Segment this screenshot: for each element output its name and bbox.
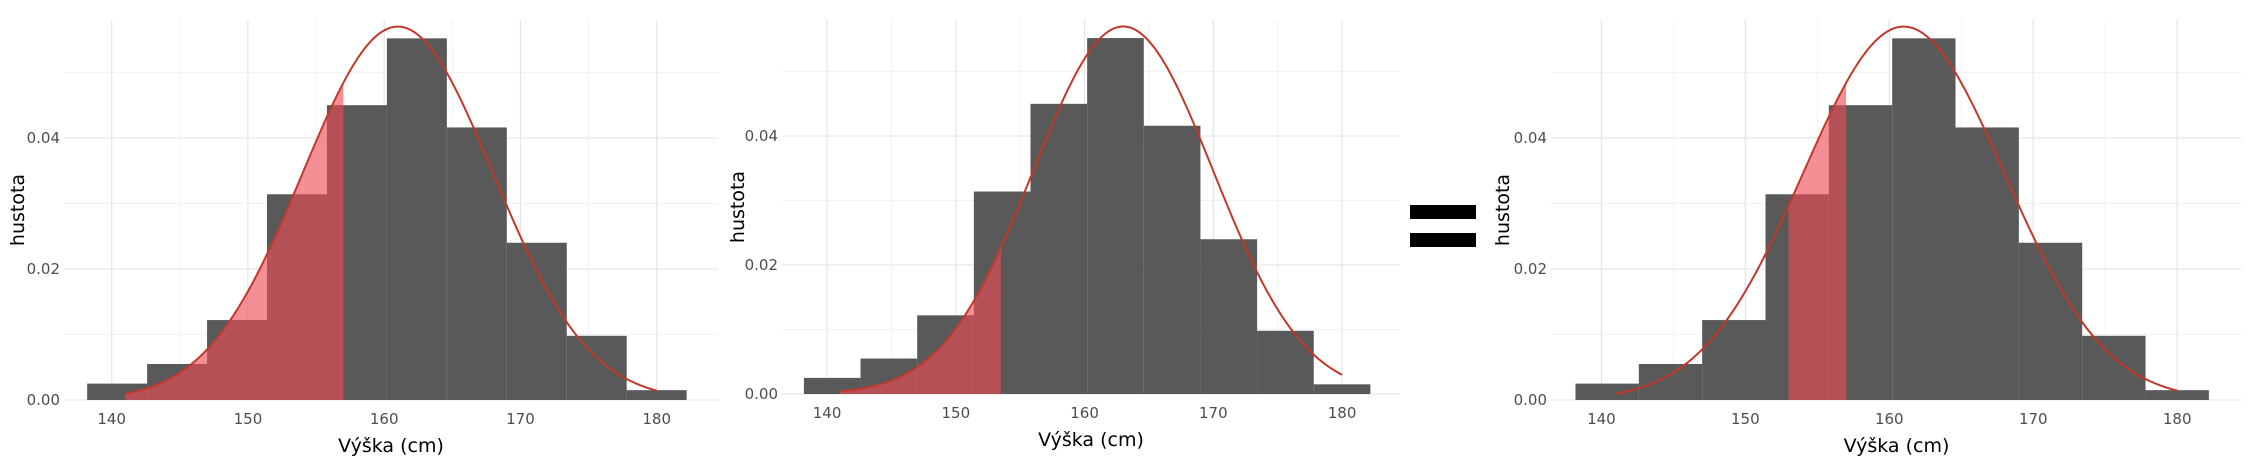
y-tick-labels: 0.00 0.02 0.04 — [1514, 129, 1547, 409]
x-tick-label: 180 — [642, 410, 671, 428]
y-tick-label: 0.04 — [1514, 129, 1547, 147]
histogram-bar — [2082, 335, 2146, 400]
histogram-bar — [2145, 390, 2209, 400]
x-tick-labels: 140 150 160 170 180 — [813, 404, 1357, 422]
y-tick-labels: 0.00 0.02 0.04 — [27, 129, 60, 409]
x-tick-labels: 140 150 160 170 180 — [1587, 410, 2191, 428]
histogram-bar — [1575, 383, 1639, 400]
x-axis-title: Výška (cm) — [1038, 429, 1144, 451]
x-tick-label: 140 — [813, 404, 842, 422]
y-tick-label: 0.04 — [27, 129, 60, 147]
histogram-panel-1: 140 150 160 170 180 0.00 0.02 0.04 Výška (cm) hus… — [0, 0, 730, 464]
x-tick-label: 180 — [2163, 410, 2192, 428]
histogram-bar — [1702, 320, 1766, 400]
y-axis-title: hustota — [7, 174, 29, 246]
histogram-bar — [566, 335, 627, 400]
histogram-bar — [1143, 125, 1201, 395]
histogram-bar — [1257, 330, 1314, 394]
x-tick-label: 150 — [234, 410, 263, 428]
x-tick-label: 160 — [1875, 410, 1904, 428]
x-axis-title: Výška (cm) — [338, 435, 444, 457]
histogram-bar — [626, 390, 687, 400]
y-tick-label: 0.00 — [27, 391, 60, 409]
histogram-bar — [1638, 363, 1703, 400]
y-tick-label: 0.00 — [745, 385, 778, 403]
histogram-bar — [2018, 242, 2083, 400]
histogram-bar — [1313, 384, 1371, 394]
shaded-probability-area — [1788, 82, 1847, 400]
histogram-bars — [1575, 38, 2209, 401]
shaded-probability-area — [125, 82, 344, 400]
x-axis-title: Výška (cm) — [1844, 435, 1950, 457]
x-tick-label: 160 — [370, 410, 399, 428]
x-tick-label: 160 — [1070, 404, 1099, 422]
chart-svg: 140 150 160 170 180 0.00 0.02 0.04 Výška (cm) hus… — [7, 20, 718, 457]
shaded-probability-area — [839, 247, 1001, 394]
normal-density-curve — [125, 25, 657, 395]
y-tick-label: 0.02 — [1514, 260, 1547, 278]
equals-sign — [1410, 205, 1476, 253]
histogram-bar — [1200, 239, 1258, 394]
histogram-bar — [1892, 38, 1956, 401]
histogram-bars — [87, 38, 687, 401]
x-tick-label: 150 — [1731, 410, 1760, 428]
chart-svg: 140 150 160 170 180 0.00 0.02 0.04 Výška (cm) hus… — [1492, 20, 2242, 457]
x-tick-labels: 140 150 160 170 180 — [97, 410, 671, 428]
histogram-panel-3: 140 150 160 170 180 0.00 0.02 0.04 Výška (cm) hus… — [1485, 0, 2255, 464]
y-tick-label: 0.02 — [745, 256, 778, 274]
x-tick-label: 150 — [941, 404, 970, 422]
histogram-bars — [803, 38, 1371, 395]
y-tick-label: 0.02 — [27, 260, 60, 278]
x-tick-label: 170 — [1199, 404, 1228, 422]
histogram-bar — [386, 38, 447, 401]
histogram-bar — [506, 242, 567, 400]
y-axis-title: hustota — [727, 171, 749, 243]
y-tick-label: 0.04 — [745, 127, 778, 145]
histogram-bar — [446, 127, 507, 400]
normal-density-curve — [1615, 25, 2178, 395]
histogram-bar — [1087, 38, 1144, 394]
x-tick-label: 170 — [506, 410, 535, 428]
y-axis-title: hustota — [1492, 174, 1514, 246]
normal-density-curve — [839, 25, 1343, 393]
x-tick-label: 140 — [97, 410, 126, 428]
y-tick-labels: 0.00 0.02 0.04 — [745, 127, 778, 403]
histogram-bar — [1955, 127, 2019, 400]
chart-svg: 140 150 160 170 180 0.00 0.02 0.04 Výška (cm) hus… — [727, 20, 1400, 451]
histogram-bar — [1030, 103, 1088, 395]
x-tick-label: 140 — [1587, 410, 1616, 428]
y-tick-label: 0.00 — [1514, 391, 1547, 409]
histogram-panel-2: 140 150 160 170 180 0.00 0.02 0.04 Výška (cm) hus… — [720, 0, 1410, 464]
x-tick-label: 170 — [2019, 410, 2048, 428]
x-tick-label: 180 — [1328, 404, 1357, 422]
